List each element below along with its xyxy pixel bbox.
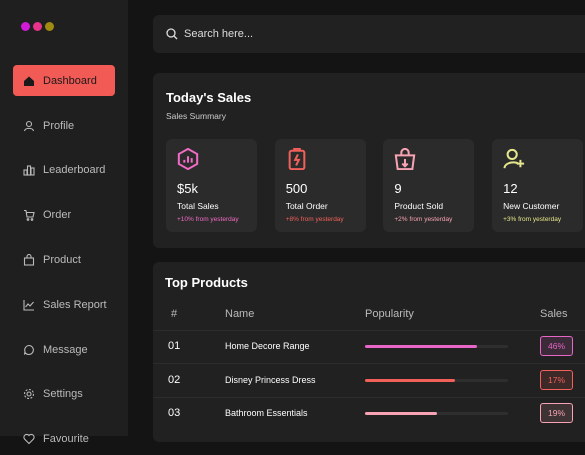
stat-label: Product Sold	[394, 201, 444, 211]
stat-card: 9 Product Sold +2% from yesterday	[383, 139, 475, 232]
row-divider	[153, 396, 585, 398]
row-index: 03	[168, 407, 181, 419]
product-name: Home Decore Range	[225, 341, 310, 351]
stat-value: $5k	[177, 181, 198, 196]
column-header: Popularity	[365, 308, 414, 320]
icon	[24, 210, 35, 221]
icon	[23, 253, 35, 266]
stat-change: +2% from yesterday	[394, 216, 453, 223]
popularity-track	[365, 412, 508, 415]
nav-label: Leaderboard	[43, 164, 106, 177]
popularity-bar	[365, 412, 437, 415]
nav-item[interactable]: Dashboard	[13, 65, 115, 96]
row-divider	[153, 363, 585, 364]
stat-change: +8% from yesterday	[285, 216, 344, 223]
sales-subtitle: Sales Summary	[166, 111, 226, 121]
nav-label: Message	[43, 343, 88, 356]
column-header: #	[171, 308, 178, 320]
product-name: Bathroom Essentials	[225, 408, 308, 418]
icon	[177, 148, 199, 170]
stat-value: 9	[394, 181, 402, 196]
icon	[288, 148, 306, 170]
sales-title: Today's Sales	[166, 90, 252, 105]
window-dot	[33, 22, 42, 31]
popularity-bar	[365, 345, 477, 348]
search-bar[interactable]: Search here...	[153, 15, 585, 53]
nav-label: Product	[43, 253, 81, 266]
nav-label: Profile	[43, 119, 75, 132]
icon	[23, 389, 35, 400]
sales-badge: 46%	[540, 336, 573, 356]
popularity-bar	[365, 378, 456, 382]
row-divider	[153, 330, 585, 331]
icon	[23, 299, 34, 311]
window-dot	[21, 22, 30, 31]
icon	[23, 344, 34, 355]
nav-item[interactable]: Settings	[13, 379, 115, 410]
icon	[23, 433, 35, 445]
nav-label: Settings	[43, 388, 83, 401]
stat-label: Total Order	[285, 201, 328, 211]
nav-item[interactable]: Product	[13, 244, 115, 275]
stat-value: 500	[285, 181, 308, 196]
stat-label: New Customer	[503, 201, 560, 211]
popularity-track	[365, 345, 508, 348]
column-header: Sales	[540, 308, 568, 320]
stat-value: 12	[503, 181, 518, 196]
sales-badge: 17%	[540, 369, 573, 390]
nav-item[interactable]: Order	[13, 200, 115, 231]
nav-item[interactable]: Message	[13, 334, 115, 365]
page: Dashboard Profile Leaderboard Order Product S…	[0, 0, 585, 445]
nav-label: Favourite	[43, 433, 89, 446]
search-icon	[166, 28, 178, 40]
stat-change: +10% from yesterday	[177, 216, 239, 223]
nav-item[interactable]: Profile	[13, 110, 115, 141]
sidebar: Dashboard Profile Leaderboard Order Product S…	[0, 0, 128, 445]
nav-label: Sales Report	[43, 298, 107, 311]
nav-item[interactable]: Favourite	[13, 424, 115, 455]
stat-card: 12 New Customer +3% from yesterday	[492, 139, 584, 232]
stat-label: Total Sales	[177, 201, 219, 211]
icon	[24, 76, 34, 86]
row-index: 02	[168, 373, 181, 386]
icon	[23, 120, 35, 131]
sales-badge: 19%	[540, 403, 573, 423]
popularity-track	[365, 378, 508, 382]
icon	[23, 165, 35, 176]
nav-label: Order	[43, 209, 72, 222]
stat-card: 500 Total Order +8% from yesterday	[274, 139, 366, 232]
products-title: Top Products	[165, 275, 248, 290]
nav-item[interactable]: Sales Report	[13, 289, 115, 320]
row-index: 01	[168, 340, 181, 352]
stat-change: +3% from yesterday	[503, 216, 562, 223]
window-dot	[45, 22, 54, 31]
stat-card: $5k Total Sales +10% from yesterday	[166, 139, 257, 232]
search-placeholder: Search here...	[184, 28, 254, 40]
icon	[395, 148, 416, 170]
nav-item[interactable]: Leaderboard	[13, 155, 115, 186]
product-name: Disney Princess Dress	[225, 374, 316, 385]
icon	[503, 148, 525, 169]
column-header: Name	[225, 308, 255, 320]
nav-label: Dashboard	[43, 74, 97, 87]
